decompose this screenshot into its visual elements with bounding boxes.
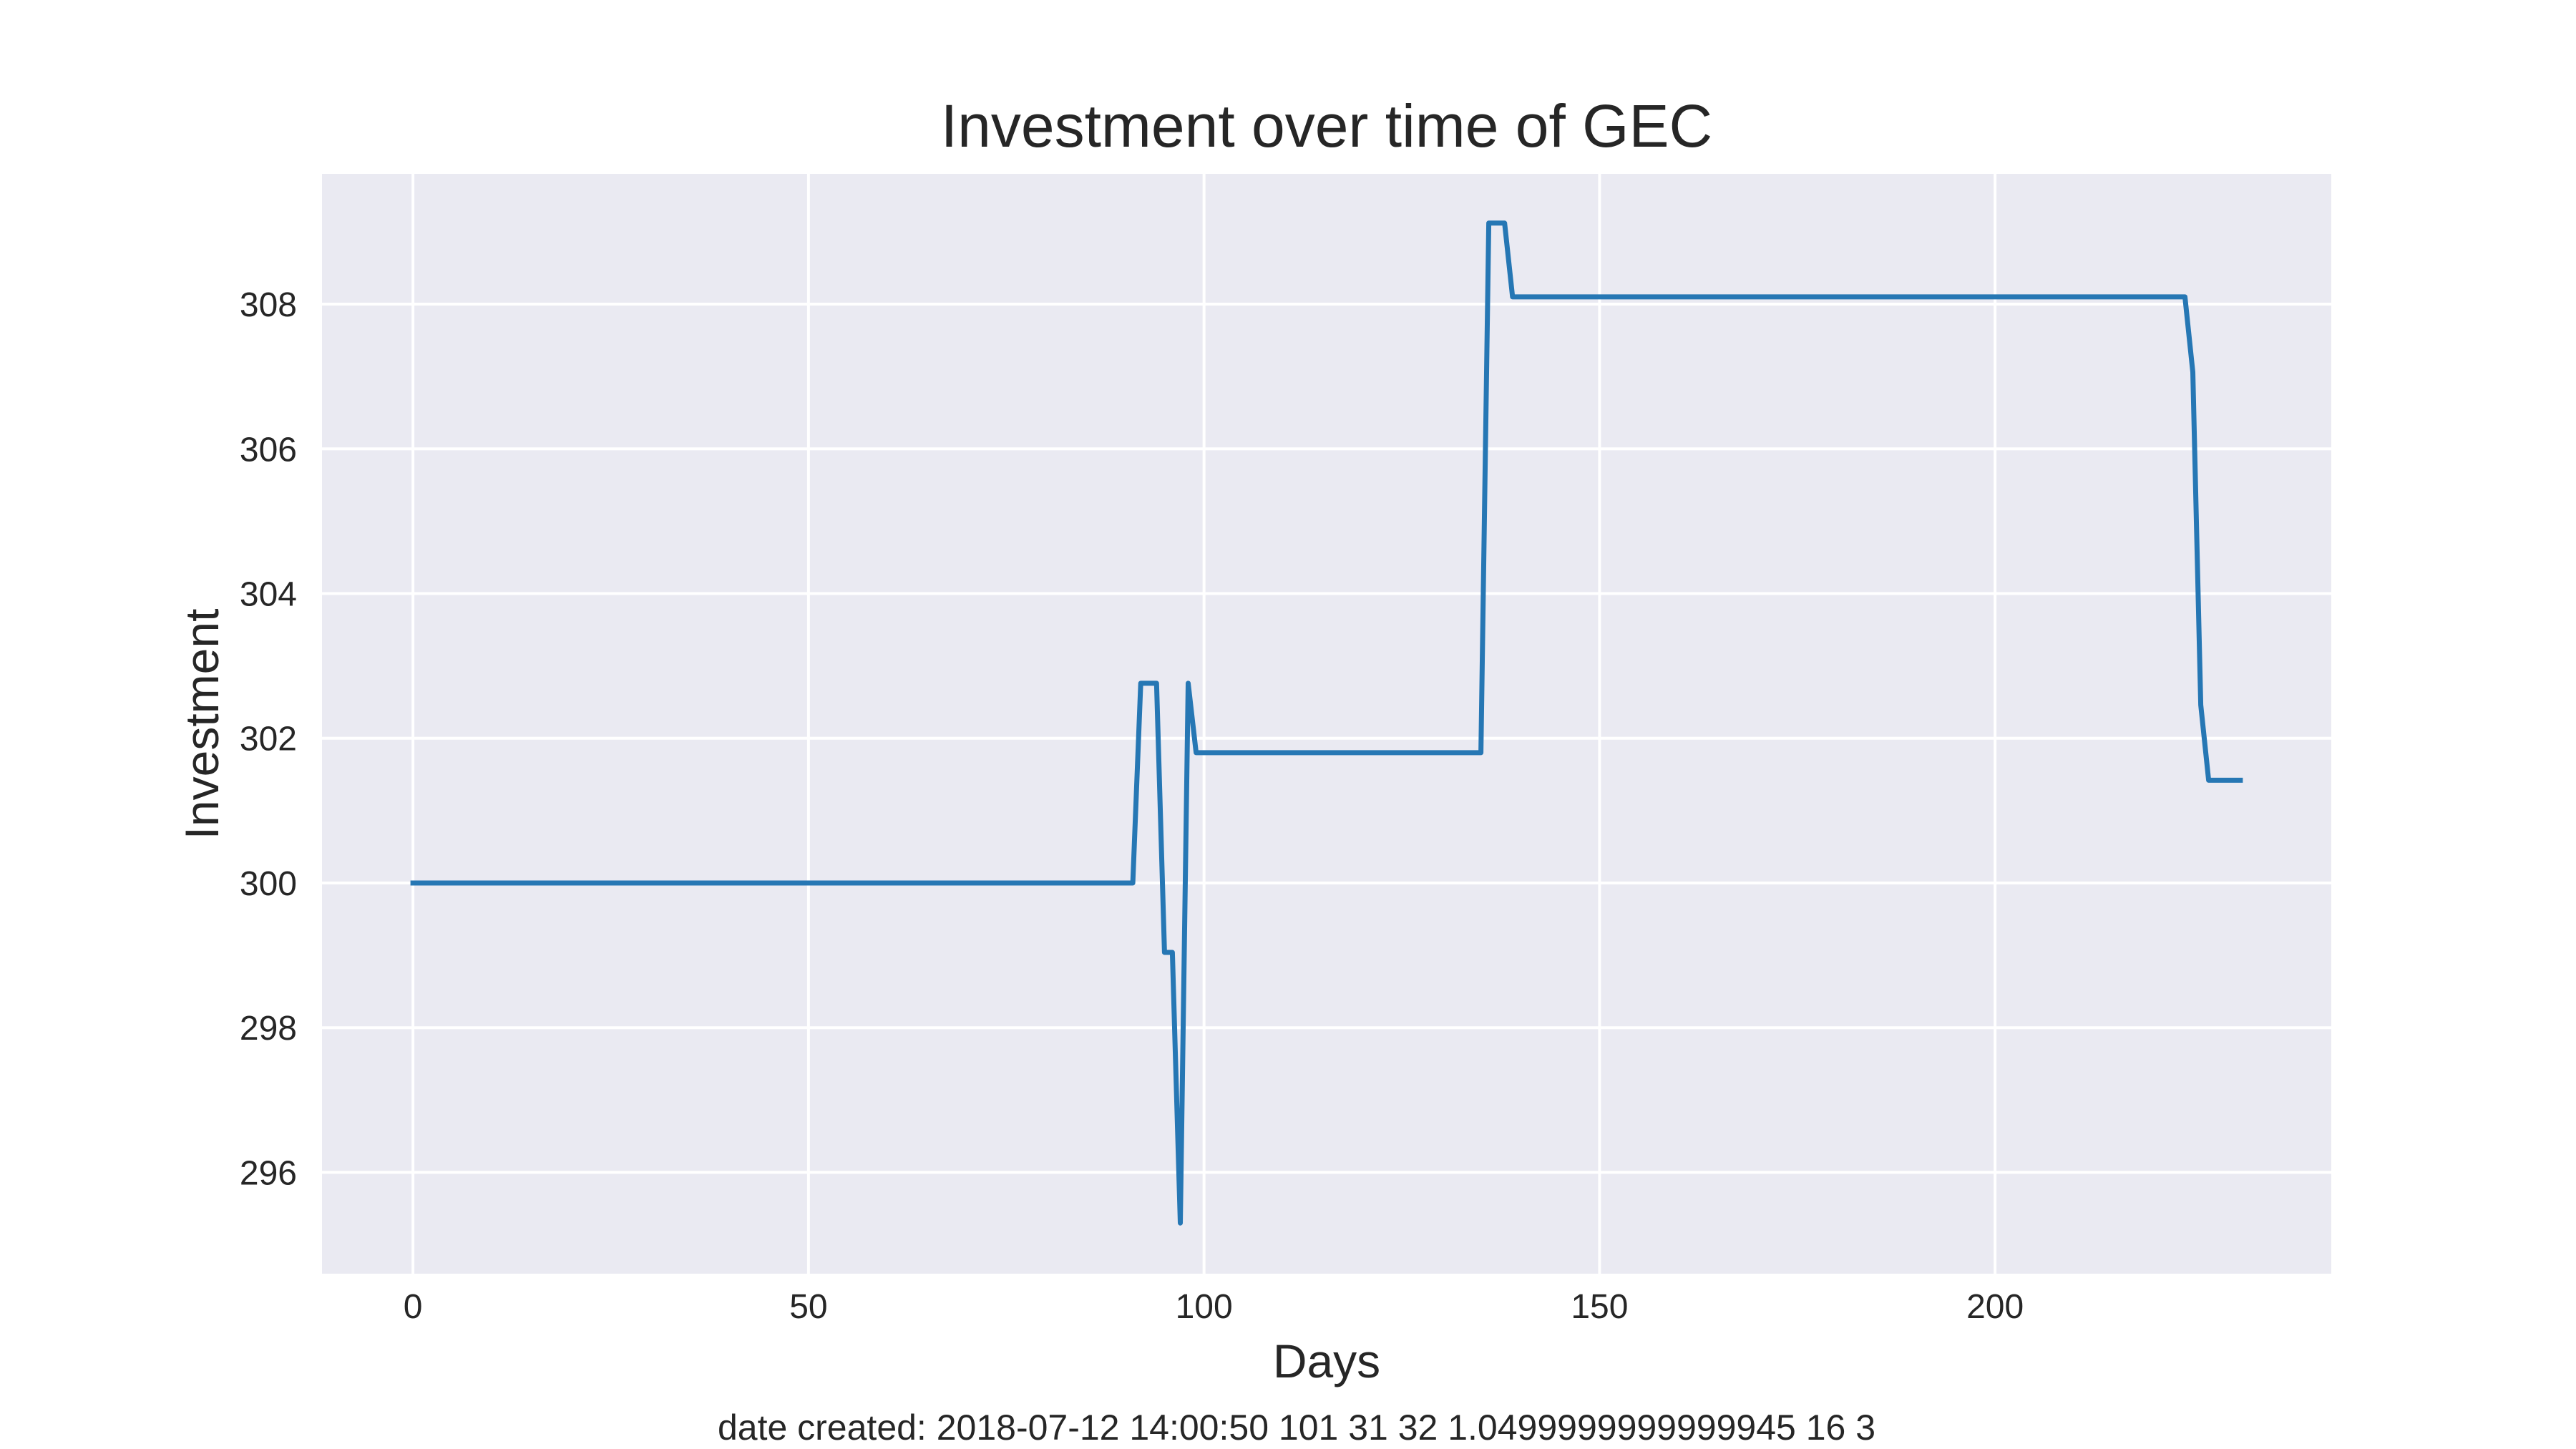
chart-title: Investment over time of GEC xyxy=(941,92,1712,160)
y-axis-label: Investment xyxy=(175,609,228,840)
y-tick-label-5: 306 xyxy=(240,431,297,469)
x-tick-label-2: 100 xyxy=(1176,1288,1233,1326)
plot-area xyxy=(322,174,2331,1274)
series-layer xyxy=(410,220,2243,1226)
series-line-0 xyxy=(410,220,2243,1226)
y-tick-label-2: 300 xyxy=(240,865,297,903)
x-tick-label-1: 50 xyxy=(789,1288,827,1326)
y-tick-label-0: 296 xyxy=(240,1154,297,1192)
y-tick-label-6: 308 xyxy=(240,286,297,324)
x-tick-label-3: 150 xyxy=(1571,1288,1628,1326)
x-axis-label: Days xyxy=(1273,1335,1380,1387)
y-tick-label-3: 302 xyxy=(240,721,297,758)
x-tick-label-0: 0 xyxy=(404,1288,423,1326)
tick-labels: 0 50 100 150 200 296 298 300 302 304 306 308 xyxy=(240,286,2024,1326)
x-tick-label-4: 200 xyxy=(1966,1288,2024,1326)
y-tick-label-1: 298 xyxy=(240,1010,297,1048)
y-tick-label-4: 304 xyxy=(240,575,297,613)
date-caption: date created: 2018-07-12 14:00:50 101 31… xyxy=(718,1407,1875,1448)
